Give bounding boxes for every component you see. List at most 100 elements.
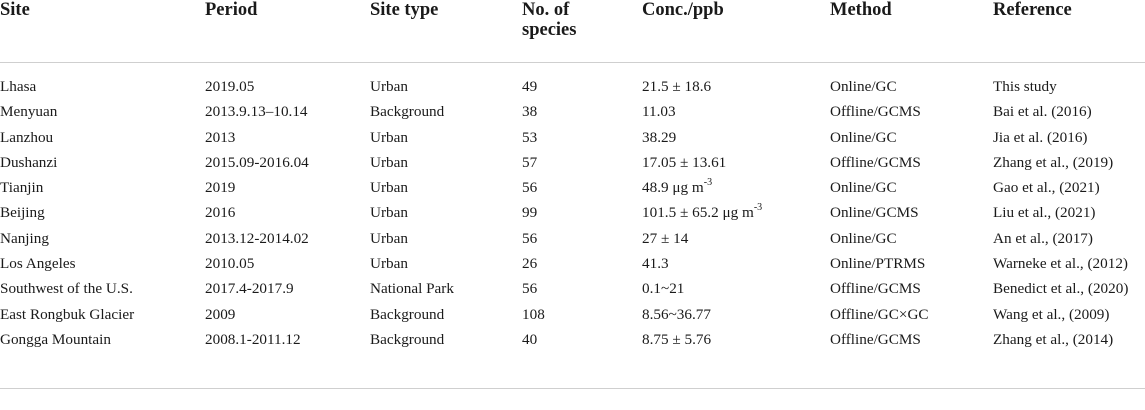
cell-species: 56 xyxy=(522,280,538,298)
cell-species: 57 xyxy=(522,153,538,171)
cell-method: Online/GC xyxy=(830,128,897,146)
cell-period: 2017.4-2017.9 xyxy=(205,280,294,298)
cell-conc: 41.3 xyxy=(642,255,669,273)
conc-value: 101.5 ± 65.2 xyxy=(642,204,719,222)
table-row: Nanjing 2013.12-2014.02 Urban 56 27 ± 14 Onli… xyxy=(0,226,1145,251)
cell-site: Tianjin xyxy=(0,179,44,197)
table-row: Gongga Mountain 2008.1-2011.12 Background 4… xyxy=(0,327,1145,352)
cell-species: 56 xyxy=(522,179,538,197)
cell-reference: This study xyxy=(993,78,1057,95)
header-site-type: Site type xyxy=(370,0,439,20)
header-reference: Reference xyxy=(993,0,1072,20)
conc-unit-exponent: -3 xyxy=(753,202,763,214)
cell-conc: 27 ± 14 xyxy=(642,230,688,248)
table-row: Tianjin 2019 Urban 56 48.9 μg m-3 Online/GC Ga… xyxy=(0,175,1145,200)
conc-value: 21.5 ± 18.6 xyxy=(642,78,712,95)
cell-period: 2010.05 xyxy=(205,255,255,273)
cell-site-type: Background xyxy=(370,330,445,348)
cell-conc: 11.03 xyxy=(642,103,676,121)
cell-method: Offline/GCMS xyxy=(830,280,921,298)
cell-site-type: National Park xyxy=(370,280,454,298)
cell-period: 2013.9.13–10.14 xyxy=(205,103,308,121)
cell-species: 53 xyxy=(522,128,538,146)
cell-period: 2019 xyxy=(205,179,236,197)
cell-method: Online/GC xyxy=(830,78,897,95)
table-row: East Rongbuk Glacier 2009 Background 108 8.5… xyxy=(0,302,1145,327)
cell-period: 2013 xyxy=(205,128,236,146)
cell-site-type: Urban xyxy=(370,153,408,171)
cell-site: Los Angeles xyxy=(0,255,76,273)
conc-value: 41.3 xyxy=(642,255,669,273)
cell-period: 2016 xyxy=(205,204,236,222)
table-body: Lhasa 2019.05 Urban 49 21.5 ± 18.6 Online/GC T… xyxy=(0,74,1145,352)
cell-reference: Zhang et al., (2019) xyxy=(993,153,1114,171)
cell-species: 49 xyxy=(522,78,538,95)
cell-period: 2019.05 xyxy=(205,78,255,95)
cell-conc: 8.56~36.77 xyxy=(642,306,711,324)
cell-site: Menyuan xyxy=(0,103,58,121)
cell-species: 99 xyxy=(522,204,538,222)
header-method: Method xyxy=(830,0,892,20)
cell-reference: Benedict et al., (2020) xyxy=(993,280,1129,298)
conc-value: 48.9 xyxy=(642,179,669,197)
cell-site: Lanzhou xyxy=(0,128,54,146)
table-row: Los Angeles 2010.05 Urban 26 41.3 Online/PTRM… xyxy=(0,251,1145,276)
cell-reference: An et al., (2017) xyxy=(993,229,1093,247)
cell-conc: 38.29 xyxy=(642,129,676,147)
cell-reference: Wang et al., (2009) xyxy=(993,305,1110,323)
conc-value: 38.29 xyxy=(642,128,677,146)
cell-conc: 48.9 μg m-3 xyxy=(642,178,712,197)
conc-value: 0.1~21 xyxy=(642,280,685,298)
table-row: Beijing 2016 Urban 99 101.5 ± 65.2 μg m-3 Onl… xyxy=(0,200,1145,225)
cell-site-type: Urban xyxy=(370,128,408,146)
cell-site-type: Urban xyxy=(370,179,408,197)
table-row: Lhasa 2019.05 Urban 49 21.5 ± 18.6 Online/GC T… xyxy=(0,74,1145,99)
header-conc: Conc./ppb xyxy=(642,0,724,20)
cell-species: 40 xyxy=(522,330,538,348)
cell-reference: Liu et al., (2021) xyxy=(993,204,1096,222)
conc-unit: μg m xyxy=(722,204,754,222)
cell-method: Online/GCMS xyxy=(830,204,919,222)
cell-period: 2009 xyxy=(205,305,236,323)
table-row: Lanzhou 2013 Urban 53 38.29 Online/GC Jia et a… xyxy=(0,125,1145,150)
cell-reference: Zhang et al., (2014) xyxy=(993,330,1114,348)
cell-reference: Gao et al., (2021) xyxy=(993,179,1100,197)
cell-site: Nanjing xyxy=(0,229,49,247)
cell-period: 2013.12-2014.02 xyxy=(205,229,309,247)
cell-site-type: Background xyxy=(370,305,445,323)
cell-reference: Warneke et al., (2012) xyxy=(993,255,1128,273)
cell-conc: 0.1~21 xyxy=(642,280,684,298)
table-row: Dushanzi 2015.09-2016.04 Urban 57 17.05 ± 13… xyxy=(0,150,1145,175)
table-row: Menyuan 2013.9.13–10.14 Background 38 11.03 O… xyxy=(0,99,1145,124)
cell-period: 2015.09-2016.04 xyxy=(205,153,309,171)
cell-species: 56 xyxy=(522,229,538,247)
cell-site-type: Urban xyxy=(370,229,408,247)
cell-conc: 8.75 ± 5.76 xyxy=(642,331,711,349)
cell-conc: 101.5 ± 65.2 μg m-3 xyxy=(642,202,763,222)
cell-site-type: Urban xyxy=(370,255,408,273)
data-table: Site Period Site type No. of species Con… xyxy=(0,0,1145,352)
cell-site: Dushanzi xyxy=(0,153,58,171)
cell-site-type: Urban xyxy=(370,78,408,95)
cell-conc: 17.05 ± 13.61 xyxy=(642,154,726,172)
conc-unit: μg m xyxy=(672,179,704,197)
conc-value: 8.56~36.77 xyxy=(642,305,711,323)
header-species: No. of species xyxy=(522,0,577,40)
cell-method: Online/GC xyxy=(830,229,897,247)
conc-value: 17.05 ± 13.61 xyxy=(642,153,727,171)
cell-conc: 21.5 ± 18.6 xyxy=(642,78,711,96)
cell-method: Offline/GCMS xyxy=(830,330,921,348)
cell-reference: Bai et al. (2016) xyxy=(993,103,1092,121)
table-bottom-rule xyxy=(0,388,1145,389)
cell-site: Lhasa xyxy=(0,78,37,95)
cell-site-type: Background xyxy=(370,103,445,121)
cell-species: 26 xyxy=(522,255,538,273)
header-site: Site xyxy=(0,0,30,20)
cell-species: 108 xyxy=(522,305,545,323)
conc-value: 11.03 xyxy=(642,103,676,121)
table-header: Site Period Site type No. of species Con… xyxy=(0,0,1145,63)
cell-reference: Jia et al. (2016) xyxy=(993,128,1088,146)
table-row: Southwest of the U.S. 2017.4-2017.9 Nation… xyxy=(0,276,1145,301)
conc-value: 27 ± 14 xyxy=(642,229,689,247)
cell-site: Gongga Mountain xyxy=(0,330,111,348)
